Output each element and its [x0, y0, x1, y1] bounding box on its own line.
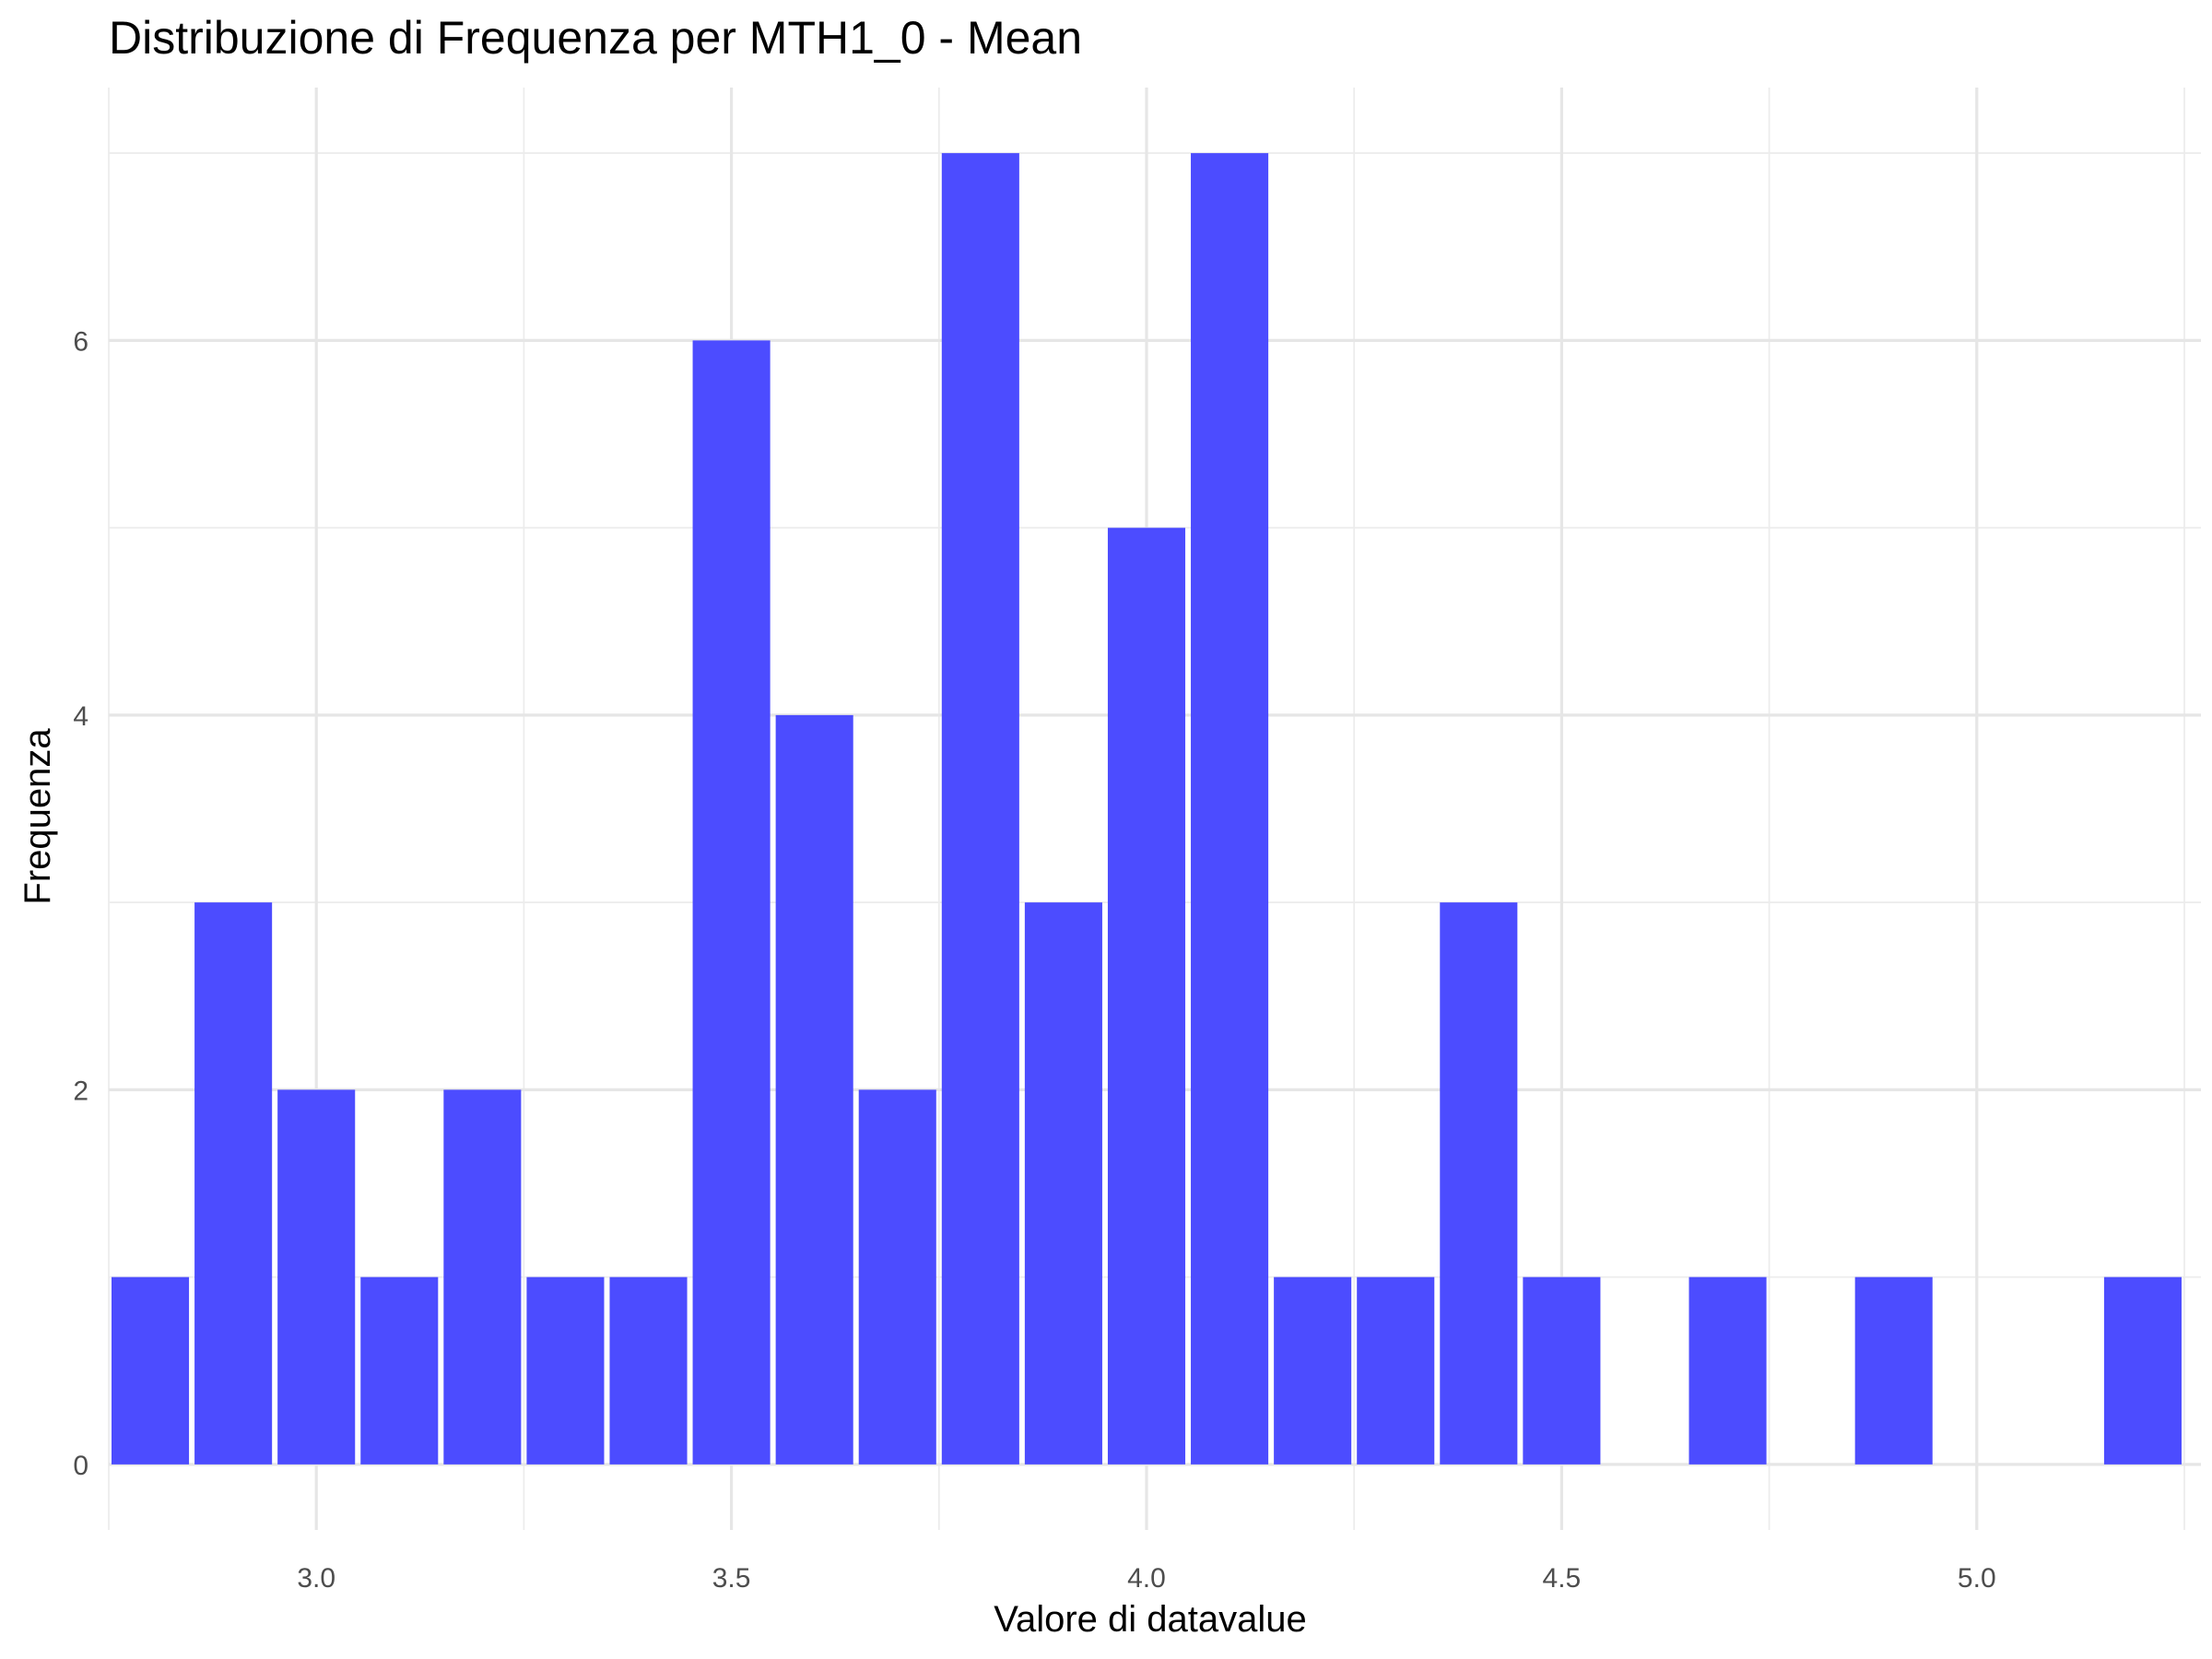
y-axis-title: Frequenza	[18, 728, 58, 905]
histogram-bar	[1024, 902, 1102, 1465]
y-tick-label: 2	[73, 1076, 88, 1106]
bars	[112, 153, 2182, 1465]
x-tick-label: 3.0	[297, 1563, 335, 1594]
histogram-bar	[692, 340, 771, 1465]
x-axis-title: Valore di datavalue	[994, 1599, 1307, 1640]
histogram-bar	[526, 1277, 605, 1465]
x-tick-label: 4.0	[1127, 1563, 1166, 1594]
y-axis-ticks: 0 2 4 6	[73, 326, 88, 1480]
y-tick-label: 6	[73, 326, 88, 357]
x-tick-label: 3.5	[712, 1563, 751, 1594]
histogram-bar	[360, 1277, 439, 1465]
chart-title: Distribuzione di Frequenza per MTH1_0 - …	[109, 12, 1082, 64]
histogram-bar	[1107, 527, 1186, 1465]
histogram-bar	[2103, 1277, 2182, 1465]
x-tick-label: 5.0	[1958, 1563, 1996, 1594]
histogram-bar	[112, 1277, 190, 1465]
histogram-bar	[1688, 1277, 1767, 1465]
histogram-bar	[775, 714, 853, 1465]
y-tick-label: 4	[73, 701, 88, 732]
x-axis-ticks: 3.0 3.5 4.0 4.5 5.0	[297, 1563, 1995, 1594]
histogram-bar	[1854, 1277, 1933, 1465]
histogram-bar	[1191, 153, 1269, 1465]
histogram-bar	[443, 1089, 522, 1465]
histogram-bar	[277, 1089, 356, 1465]
histogram-bar	[941, 153, 1019, 1465]
histogram-bar	[858, 1089, 936, 1465]
histogram-bar	[194, 902, 273, 1465]
histogram-bar	[1523, 1277, 1601, 1465]
x-tick-label: 4.5	[1543, 1563, 1582, 1594]
histogram-bar	[609, 1277, 688, 1465]
histogram-bar	[1357, 1277, 1435, 1465]
histogram-bar	[1274, 1277, 1352, 1465]
histogram-bar	[1440, 902, 1518, 1465]
y-tick-label: 0	[73, 1451, 88, 1481]
